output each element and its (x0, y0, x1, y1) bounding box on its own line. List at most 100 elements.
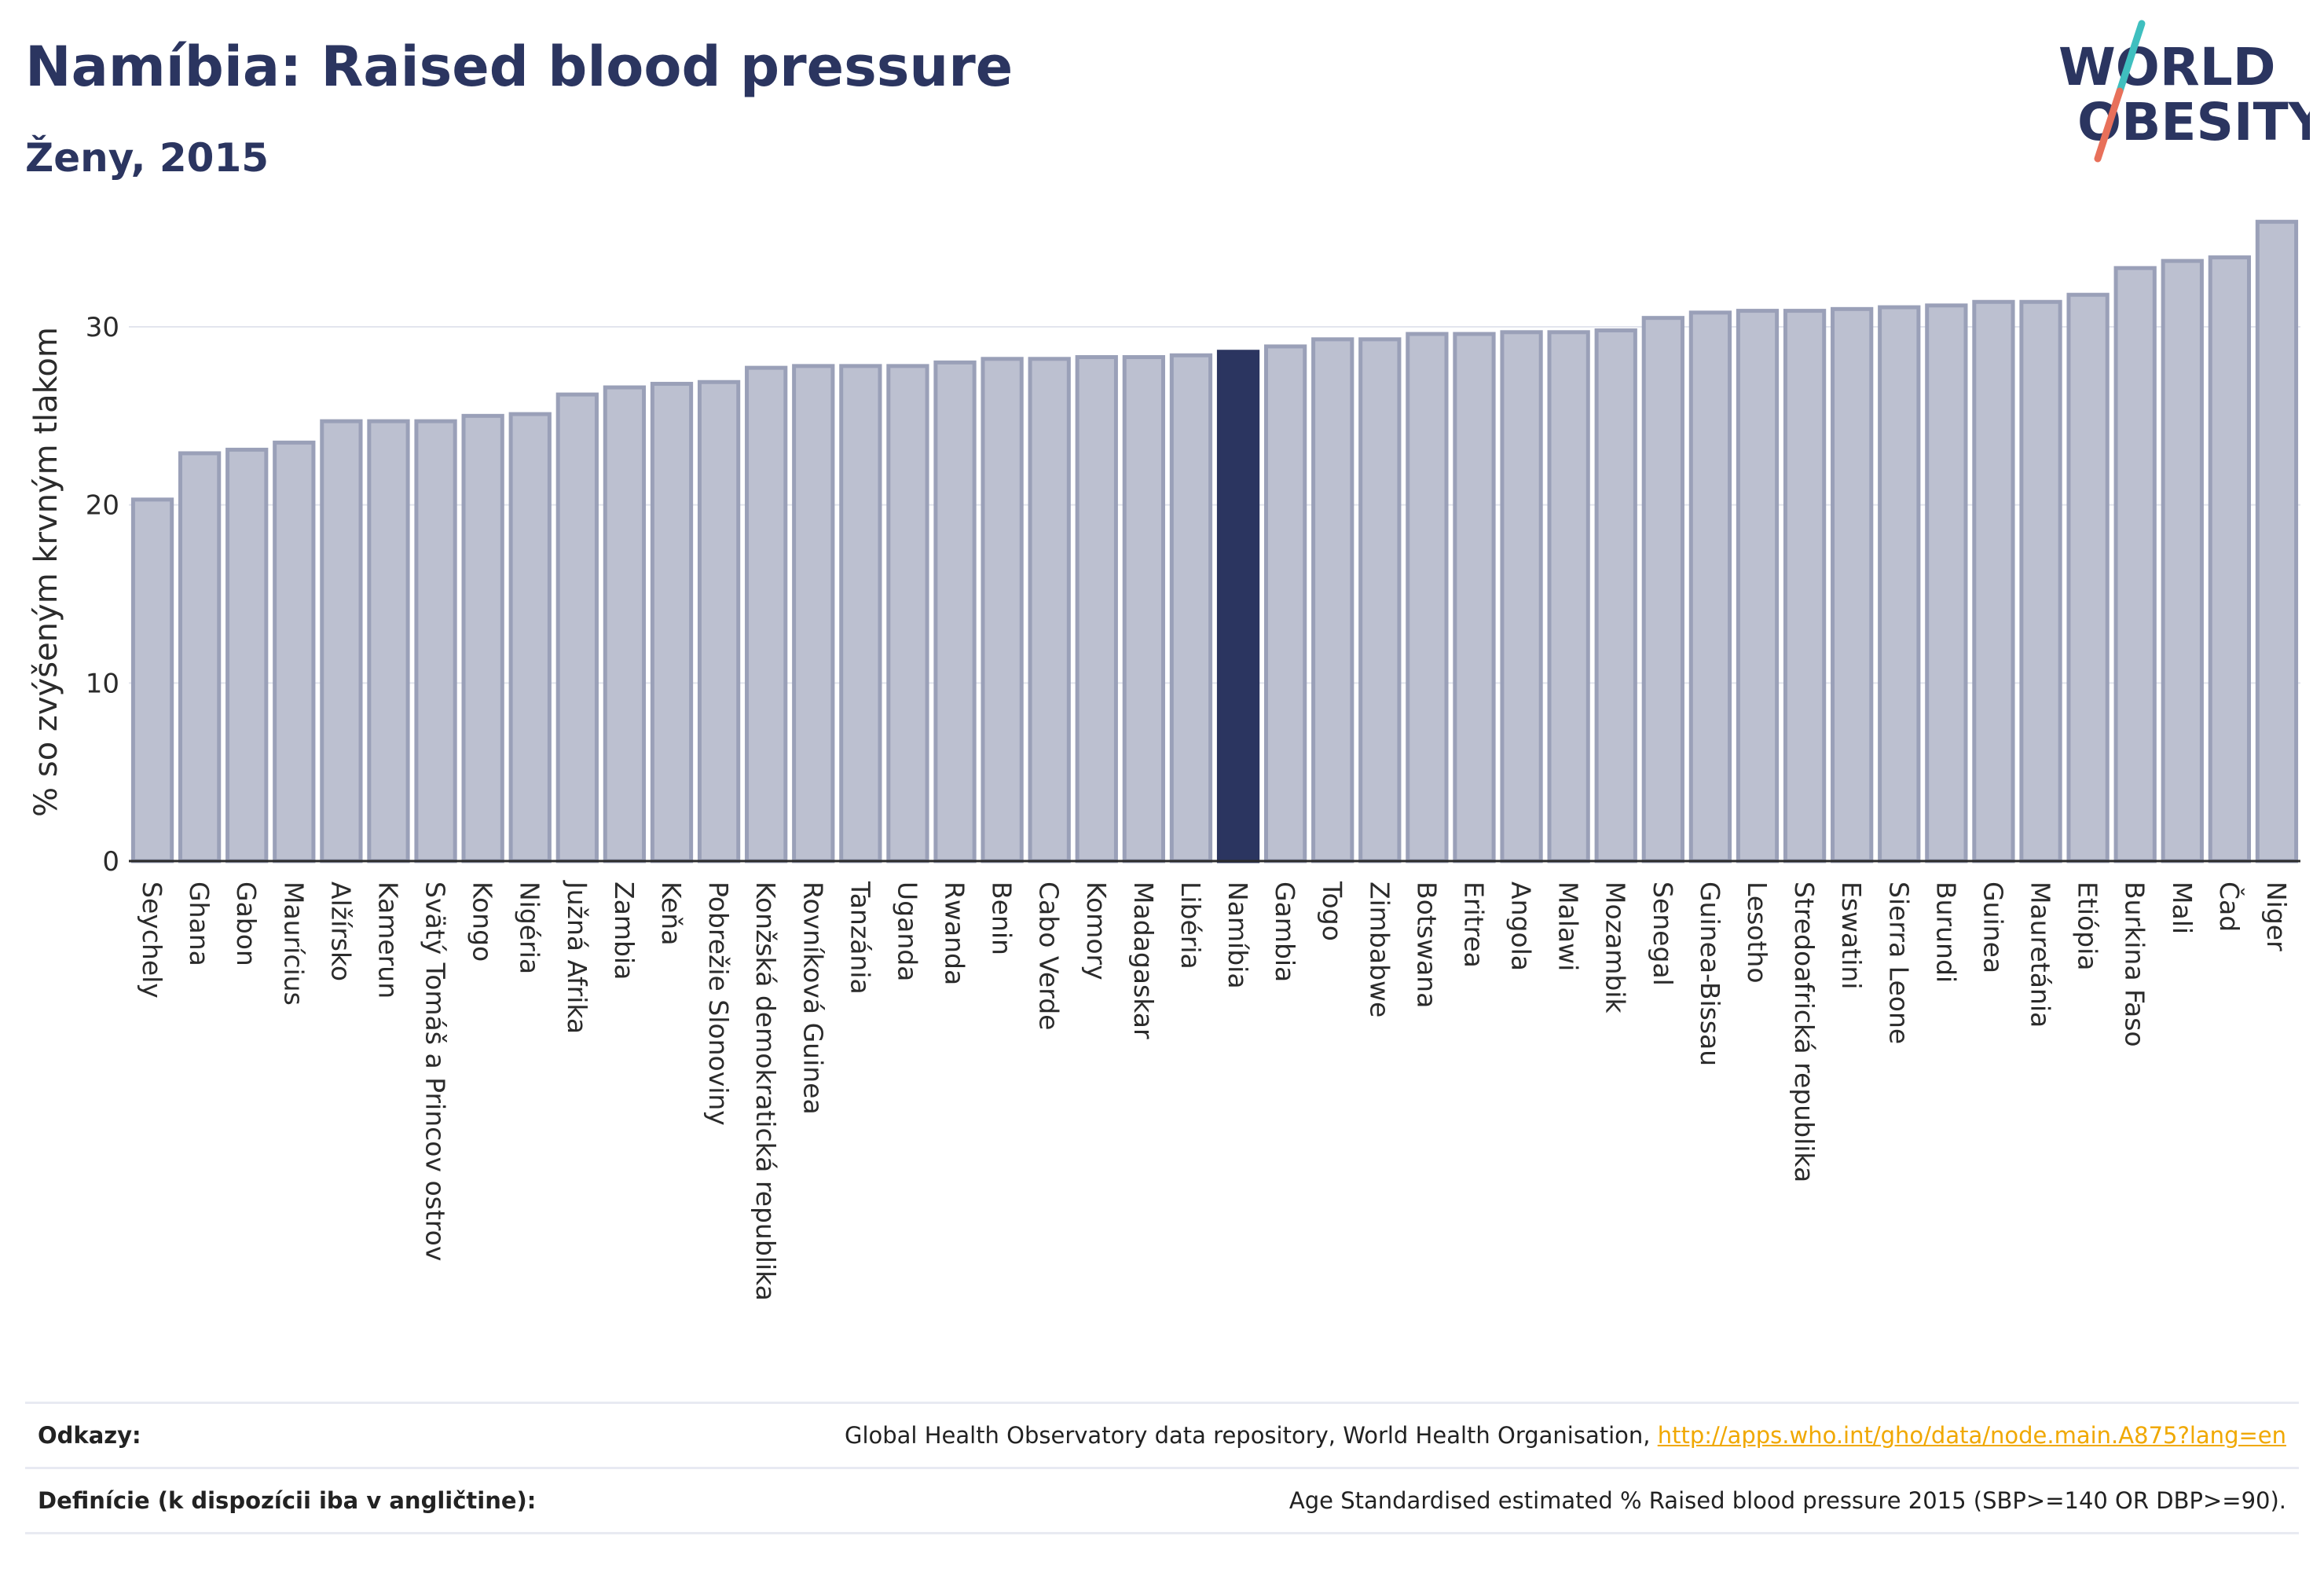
x-tick-label: Ghana (184, 881, 214, 966)
x-tick-label: Eritrea (1458, 881, 1489, 968)
references-text: Global Health Observatory data repositor… (844, 1422, 1658, 1449)
x-tick-label: Rwanda (940, 881, 970, 985)
bar (2113, 266, 2157, 863)
x-tick-label: Mali (2167, 881, 2198, 934)
definitions-label: Definície (k dispozícii iba v angličtine… (38, 1487, 537, 1514)
bar (2255, 219, 2299, 863)
references-value: Global Health Observatory data repositor… (845, 1422, 2286, 1449)
x-tick-label: Namíbia (1222, 881, 1253, 989)
x-tick-label: Uganda (892, 881, 922, 981)
x-tick-label: Alžírsko (325, 881, 356, 981)
bar (130, 497, 174, 863)
x-tick-label: Keňa (656, 881, 687, 945)
bar (367, 419, 410, 863)
x-tick-label: Maurícius (278, 881, 309, 1006)
bar (1594, 328, 1637, 863)
references-row: Odkazy: Global Health Observatory data r… (25, 1402, 2299, 1467)
bar (1972, 299, 2015, 863)
references-link[interactable]: http://apps.who.int/gho/data/node.main.A… (1657, 1422, 2286, 1449)
bar (745, 365, 788, 863)
x-tick-label: Senegal (1648, 881, 1678, 986)
y-axis-label: % so zvýšeným krvným tlakom (28, 327, 64, 817)
x-tick-label: Libéria (1175, 881, 1206, 969)
bar-chart: 0 10 20 30 Seychely Ghana Gabon Maurícius Alžír… (28, 219, 2300, 1301)
x-tick-label: Gabon (231, 881, 262, 966)
x-axis-labels: Seychely Ghana Gabon Maurícius Alžírsko Kamer… (137, 880, 2292, 1301)
x-tick-label: Kongo (467, 881, 498, 962)
x-tick-label: Mozambik (1600, 881, 1631, 1013)
logo-text-world: WORLD (2058, 37, 2276, 97)
bar (1783, 309, 1827, 863)
x-tick-label: Stredoafrická republika (1789, 881, 1820, 1182)
x-tick-label: Seychely (137, 881, 167, 999)
bar (1831, 306, 1874, 863)
x-tick-label: Južná Afrika (562, 880, 592, 1034)
definitions-row: Definície (k dispozícii iba v angličtine… (25, 1467, 2299, 1534)
bar (981, 357, 1024, 863)
definitions-value: Age Standardised estimated % Raised bloo… (1288, 1487, 2286, 1514)
bar (2019, 299, 2062, 863)
bar (178, 451, 222, 863)
bar (1358, 337, 1402, 863)
bar (1075, 355, 1118, 863)
bars (130, 219, 2299, 863)
x-tick-label: Zambia (609, 881, 640, 980)
bar (603, 385, 647, 863)
bar (555, 392, 599, 863)
x-tick-label: Čad (2214, 881, 2245, 932)
bar (1925, 303, 1968, 863)
x-tick-label: Madagaskar (1128, 881, 1159, 1039)
x-tick-label: Lesotho (1742, 881, 1772, 984)
x-tick-label: Komory (1081, 881, 1112, 980)
x-tick-label: Guinea (1978, 881, 2008, 973)
bar-highlighted (1216, 350, 1260, 863)
bar (273, 440, 316, 863)
bar (1169, 353, 1213, 863)
bar (1122, 355, 1166, 863)
y-tick-label: 0 (102, 846, 119, 878)
y-tick-label: 10 (86, 668, 119, 699)
bar (886, 364, 929, 863)
x-tick-label: Tanzánia (845, 881, 875, 995)
bar (697, 379, 741, 863)
y-axis-ticks: 0 10 20 30 (86, 312, 119, 878)
logo-slash-top (2116, 20, 2146, 95)
bar (839, 364, 882, 863)
bar (1311, 337, 1354, 863)
x-tick-label: Gambia (1270, 881, 1300, 982)
x-tick-label: Kamerun (372, 881, 403, 999)
bar (1641, 316, 1684, 863)
bar (414, 419, 457, 863)
x-tick-label: Zimbabwe (1364, 881, 1395, 1017)
x-tick-label: Rovníková Guinea (797, 881, 828, 1115)
x-tick-label: Niger (2261, 881, 2292, 951)
x-tick-label: Svätý Tomáš a Princov ostrov (420, 881, 451, 1261)
x-tick-label: Eswatini (1836, 881, 1867, 989)
logo-slash-bottom (2094, 87, 2124, 163)
bar (1878, 305, 1921, 863)
x-tick-label: Sierra Leone (1883, 881, 1914, 1044)
x-tick-label: Angola (1506, 881, 1537, 971)
bar (1453, 332, 1496, 863)
x-tick-label: Cabo Verde (1034, 881, 1065, 1030)
x-tick-label: Pobrežie Slonoviny (703, 881, 734, 1126)
x-tick-label: Etiópia (2073, 881, 2103, 971)
y-tick-label: 20 (86, 490, 119, 522)
x-tick-label: Guinea-Bissau (1695, 881, 1725, 1066)
bar (1547, 330, 1590, 863)
footer-table: Odkazy: Global Health Observatory data r… (25, 1402, 2299, 1534)
x-tick-label: Malawi (1553, 881, 1584, 971)
x-tick-label: Botswana (1411, 881, 1442, 1008)
x-tick-label: Benin (987, 881, 1017, 955)
references-label: Odkazy: (38, 1422, 141, 1449)
x-tick-label: Nigéria (515, 881, 545, 974)
x-tick-label: Burkina Faso (2120, 881, 2150, 1047)
chart-title: Namíbia: Raised blood pressure (25, 35, 1014, 99)
chart-subtitle: Ženy, 2015 (25, 135, 269, 181)
bar (1406, 332, 1449, 863)
bar (225, 447, 269, 863)
x-tick-label: Konžská demokratická republika (750, 881, 781, 1301)
bar (1263, 344, 1307, 863)
bar (320, 419, 363, 863)
bar (1028, 357, 1071, 863)
